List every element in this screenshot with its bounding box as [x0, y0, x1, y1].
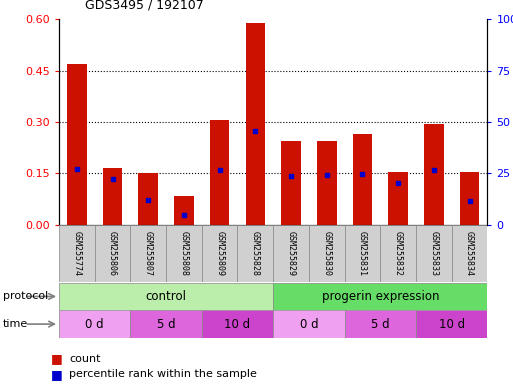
Bar [460, 172, 479, 225]
Bar [238, 225, 273, 282]
Text: 5 d: 5 d [371, 318, 389, 331]
Text: protocol: protocol [3, 291, 48, 301]
Bar [416, 310, 487, 338]
Text: 5 d: 5 d [157, 318, 175, 331]
Bar [345, 310, 416, 338]
Text: ■: ■ [51, 353, 63, 366]
Text: GSM255809: GSM255809 [215, 231, 224, 276]
Bar [317, 141, 337, 225]
Bar [451, 225, 487, 282]
Bar [202, 225, 238, 282]
Text: percentile rank within the sample: percentile rank within the sample [69, 369, 257, 379]
Text: ■: ■ [51, 368, 63, 381]
Bar [352, 134, 372, 225]
Text: GSM255834: GSM255834 [465, 231, 474, 276]
Bar [380, 225, 416, 282]
Text: 10 d: 10 d [439, 318, 465, 331]
Text: GSM255806: GSM255806 [108, 231, 117, 276]
Bar [345, 225, 380, 282]
Text: GSM255807: GSM255807 [144, 231, 153, 276]
Bar [95, 225, 130, 282]
Text: GSM255828: GSM255828 [251, 231, 260, 276]
Bar [424, 124, 444, 225]
Bar [210, 120, 229, 225]
Bar [273, 225, 309, 282]
Bar [59, 225, 95, 282]
Bar [174, 195, 194, 225]
Text: GSM255808: GSM255808 [180, 231, 188, 276]
Text: 0 d: 0 d [300, 318, 318, 331]
Text: 10 d: 10 d [224, 318, 250, 331]
Bar [59, 310, 130, 338]
Bar [130, 310, 202, 338]
Bar [309, 225, 345, 282]
Bar [130, 225, 166, 282]
Text: GSM255829: GSM255829 [287, 231, 295, 276]
Bar [59, 283, 273, 310]
Text: GSM255833: GSM255833 [429, 231, 438, 276]
Text: time: time [3, 319, 28, 329]
Text: 0 d: 0 d [85, 318, 104, 331]
Text: GDS3495 / 192107: GDS3495 / 192107 [85, 0, 203, 12]
Bar [202, 310, 273, 338]
Bar [67, 64, 87, 225]
Bar [273, 283, 487, 310]
Bar [416, 225, 451, 282]
Text: GSM255832: GSM255832 [393, 231, 403, 276]
Bar [281, 141, 301, 225]
Text: GSM255774: GSM255774 [72, 231, 82, 276]
Text: GSM255831: GSM255831 [358, 231, 367, 276]
Bar [246, 23, 265, 225]
Text: GSM255830: GSM255830 [322, 231, 331, 276]
Text: count: count [69, 354, 101, 364]
Bar [103, 168, 123, 225]
Bar [388, 172, 408, 225]
Bar [139, 173, 158, 225]
Bar [273, 310, 345, 338]
Text: control: control [146, 290, 187, 303]
Bar [166, 225, 202, 282]
Text: progerin expression: progerin expression [322, 290, 439, 303]
